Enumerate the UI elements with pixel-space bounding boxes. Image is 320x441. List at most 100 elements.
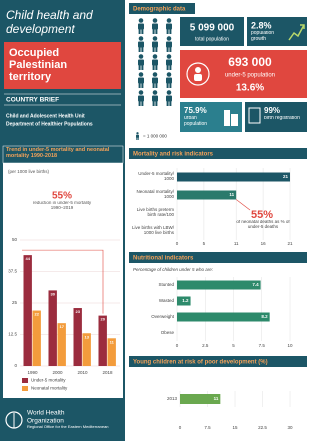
x-tick-label: 10 [287, 343, 293, 348]
person-icon [166, 72, 172, 88]
baby-icon [186, 62, 210, 86]
y-tick-label: 25 [12, 300, 18, 305]
bar [107, 338, 116, 366]
x-tick-label: 16 [261, 241, 267, 246]
x-tick-label: 2000 [52, 370, 63, 375]
x-tick-label: 21 [287, 241, 293, 246]
annotation-value: 55% [52, 191, 72, 202]
legend-label: Under-5 mortality [31, 378, 66, 383]
y-tick-label: 50 [12, 237, 18, 242]
urban-icon [224, 110, 230, 126]
y-tick-label: 12.5 [8, 332, 17, 337]
category-label: Under-5 mortality/ 1000 [138, 171, 174, 181]
who-region: Regional Office for the Eastern Mediterr… [27, 425, 109, 429]
stat-value: 13.6% [236, 83, 264, 94]
person-icon [152, 18, 158, 34]
person-icon [138, 90, 144, 106]
annotation-text-box: of neonatal deaths as % of under-5 death… [236, 220, 290, 229]
who-name: World Health [27, 410, 65, 417]
x-tick-label: 7.5 [259, 343, 266, 348]
person-icon [152, 72, 158, 88]
person-icon [138, 36, 144, 52]
value-label: 22 [34, 312, 39, 317]
category-label: Live births preterm birth rate/100 [136, 207, 174, 217]
growth-icon [300, 24, 305, 29]
value-label: 20 [100, 317, 105, 322]
category-label: 2013 [166, 395, 177, 401]
x-tick-label: 5 [203, 241, 206, 246]
annotation-line [22, 249, 104, 314]
stat-box [247, 17, 307, 46]
unit: Child and Adolescent Health Unit [6, 113, 85, 119]
x-tick-label: 30 [287, 425, 293, 430]
stat-label: total population [195, 36, 229, 42]
section-title: Demographic data [133, 7, 186, 13]
x-tick-label: 2.5 [202, 343, 209, 348]
bar [180, 394, 221, 404]
bar [177, 296, 191, 306]
x-tick-label: 1990 [27, 370, 38, 375]
legend-swatch [22, 386, 28, 391]
x-tick-label: 2018 [102, 370, 113, 375]
person-icon [166, 90, 172, 106]
x-tick-label: 15 [232, 425, 238, 430]
registration-icon [248, 107, 261, 124]
section-header [129, 252, 307, 263]
infographic: Child health and development Occupied Pa… [0, 0, 307, 441]
value-label: 8.2 [261, 314, 268, 319]
value-label: 11 [229, 192, 234, 197]
chart-title-box: Trend in under-5 mortality and neonatal … [6, 147, 110, 160]
chart-subtitle: Percentage of children under 5 who are: [133, 267, 214, 272]
section-header [129, 3, 195, 14]
category-label-box: Live births preterm birth rate/100 [136, 207, 174, 217]
category-label: Obese [160, 329, 174, 335]
stat-value: 99% [264, 106, 280, 115]
category-label: Stunted [158, 281, 174, 287]
person-icon [152, 90, 158, 106]
stat-value: 5 099 000 [190, 23, 235, 34]
section-header [129, 148, 307, 159]
category-label-box: Neonatal mortality/ 1000 [136, 189, 174, 199]
person-icon [152, 54, 158, 70]
stat-label: under-5 population [225, 73, 275, 79]
value-label: 1.2 [182, 298, 189, 303]
y-tick-label: 37.5 [8, 269, 17, 274]
x-tick-label: 0 [176, 241, 179, 246]
section-header [129, 356, 307, 367]
value-label: 23 [75, 309, 80, 314]
stat-label-box: birth registration [264, 116, 300, 121]
person-icon [166, 54, 172, 70]
chart-title: Trend in under-5 mortality and neonatal … [6, 147, 110, 160]
annotation-value: 55% [251, 209, 273, 221]
person-icon [138, 54, 144, 70]
chart-subtitle: (per 1000 live births) [8, 169, 50, 174]
annotation-text-box: reduction in under-5 mortality 1990–2019 [32, 201, 92, 210]
bar [57, 323, 66, 366]
annotation-text: of neonatal deaths as % of under-5 death… [236, 220, 290, 229]
value-label: 11 [214, 396, 219, 401]
category-label: Live births with LBW/ 1000 live births [131, 225, 174, 235]
bar [177, 190, 237, 200]
value-label: 21 [283, 174, 289, 179]
page: Child health and development Occupied Pa… [0, 0, 307, 441]
bar [32, 310, 41, 366]
value-label: 30 [50, 291, 55, 296]
category-label-box: 2013 [166, 395, 177, 401]
icon-legend: = 1 000 000 [143, 134, 167, 139]
brief: COUNTRY BRIEF [6, 97, 59, 104]
person-icon [152, 36, 158, 52]
person-icon [138, 18, 144, 34]
x-tick-label: 0 [179, 425, 182, 430]
x-tick-label: 22.5 [258, 425, 267, 430]
stat-label: population growth [251, 31, 275, 42]
title: Child health and [6, 8, 93, 22]
urban-icon [231, 114, 238, 126]
legend-swatch [22, 378, 28, 383]
y-tick-label: 0 [14, 363, 17, 368]
bar [23, 255, 32, 366]
country: territory [9, 71, 52, 83]
who-region-box: Regional Office for the Eastern Mediterr… [27, 425, 109, 429]
annotation-text: reduction in under-5 mortality 1990–2019 [32, 201, 92, 210]
stat-box [180, 50, 307, 98]
section-title: Young children at risk of poor developme… [133, 360, 268, 366]
